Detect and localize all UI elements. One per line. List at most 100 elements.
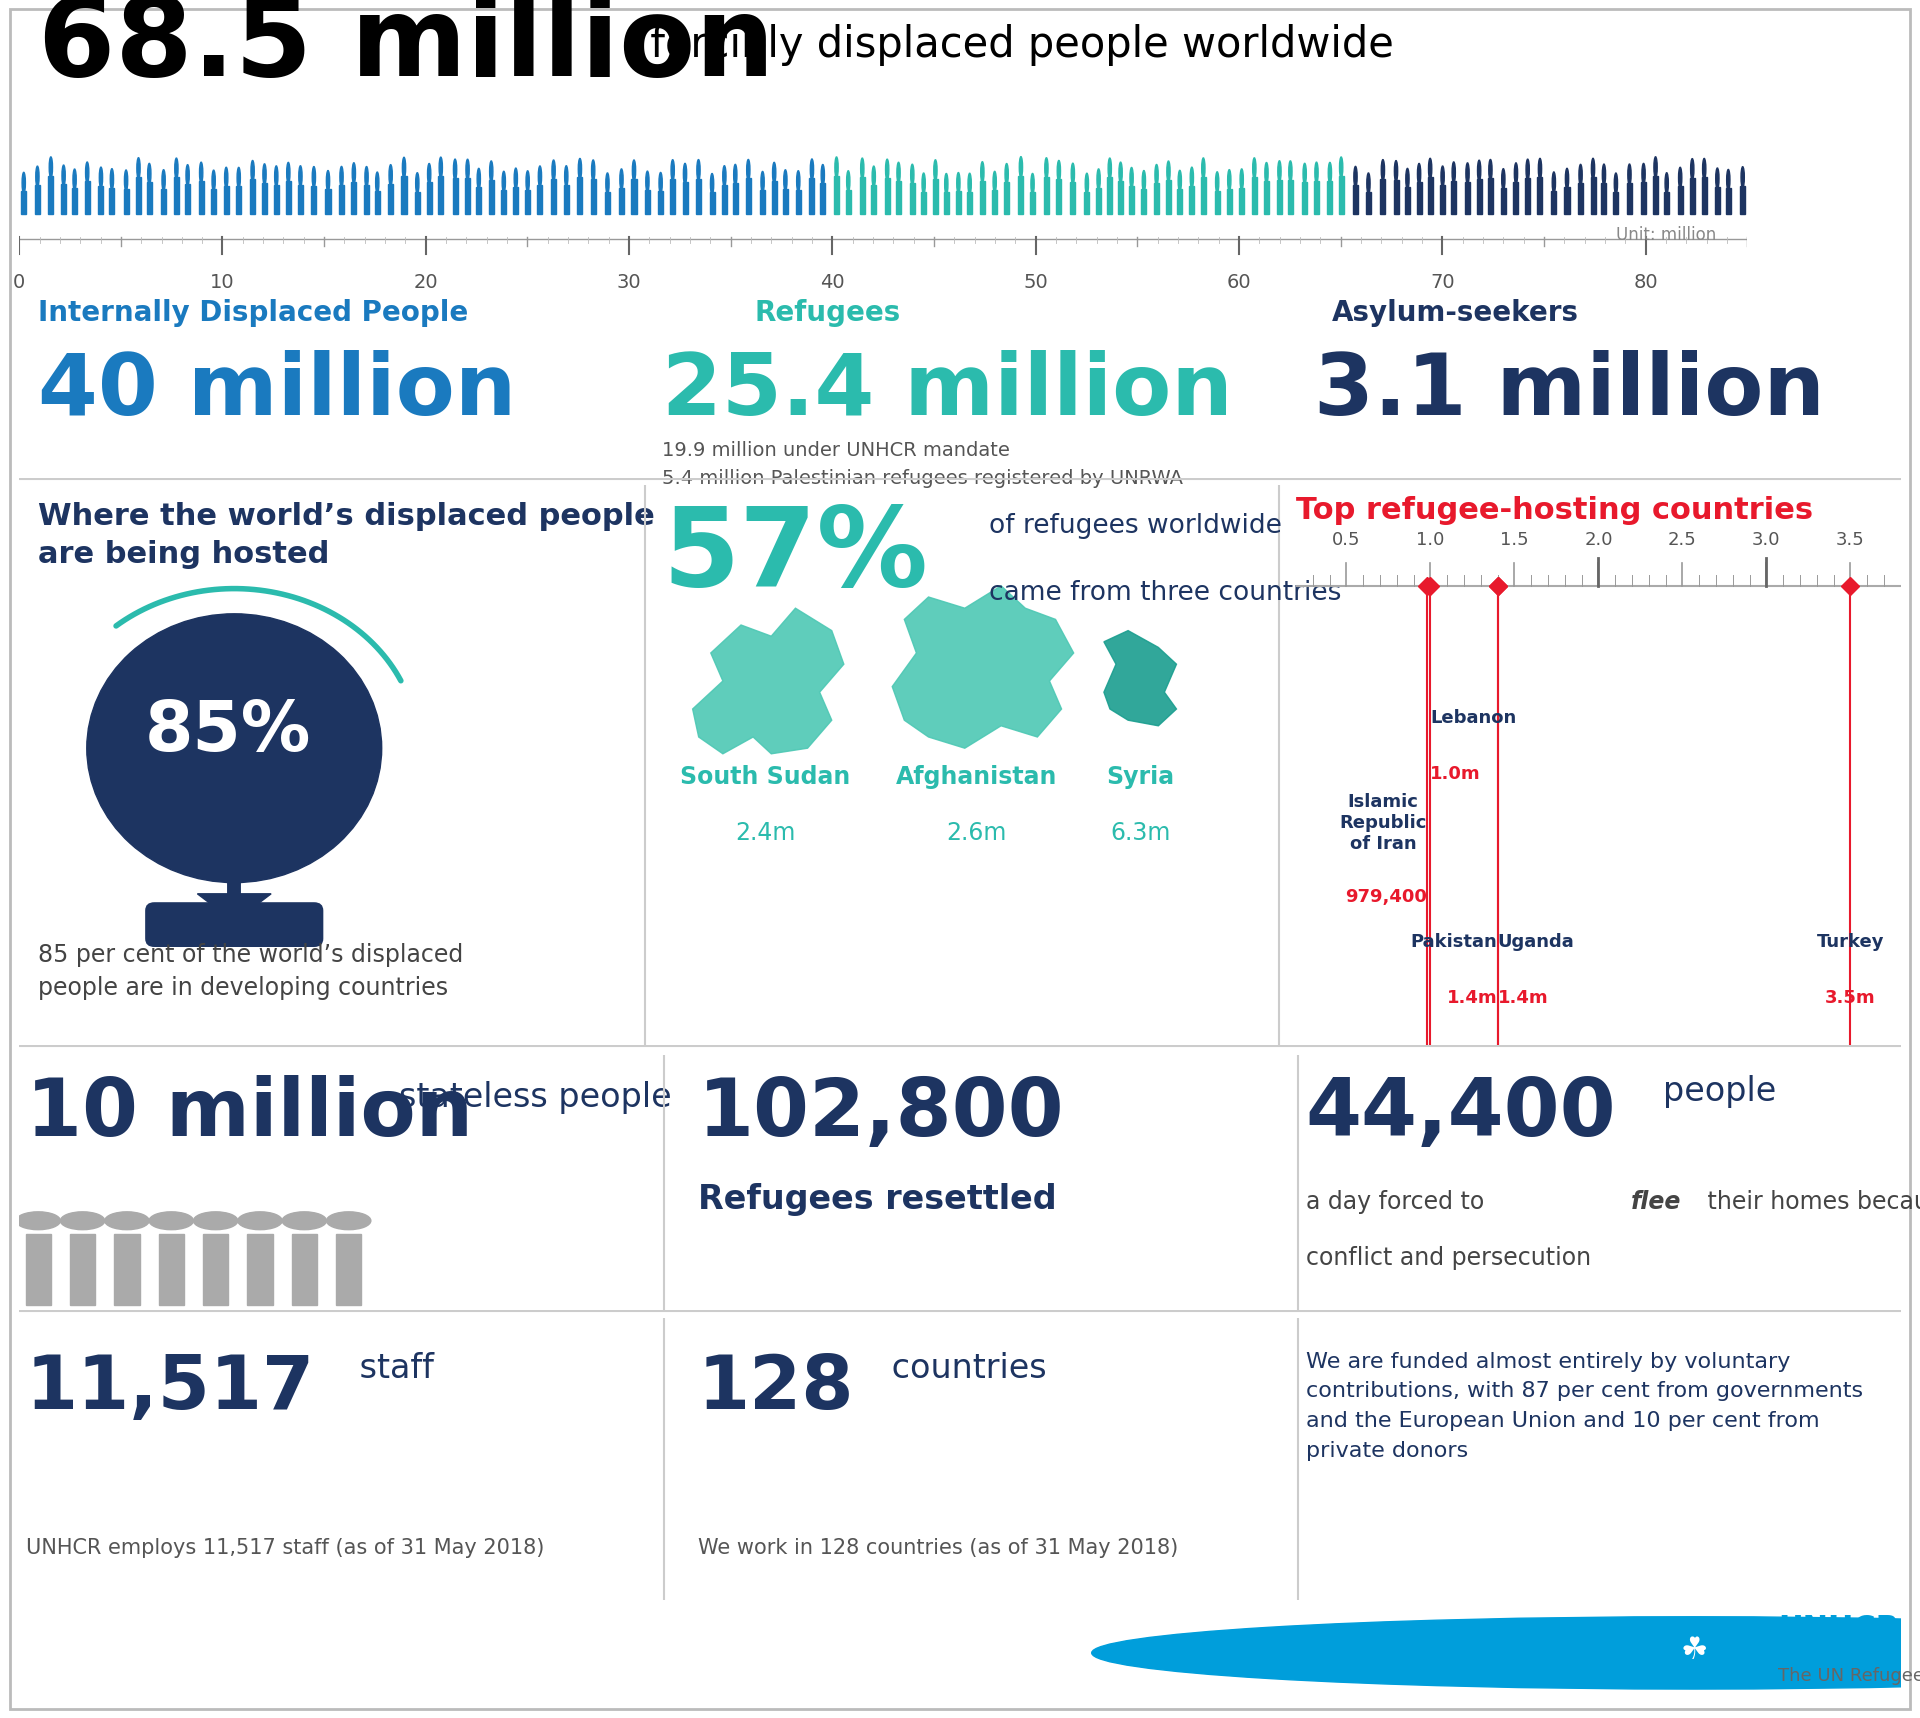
Text: 6.3m: 6.3m: [1110, 821, 1171, 845]
Circle shape: [351, 163, 355, 184]
Circle shape: [835, 156, 839, 179]
Bar: [1096, 187, 1100, 213]
Circle shape: [15, 1211, 60, 1230]
Bar: [1653, 175, 1659, 213]
Circle shape: [286, 163, 290, 184]
Circle shape: [783, 170, 787, 191]
Circle shape: [1465, 163, 1469, 184]
Bar: [465, 179, 470, 213]
Circle shape: [1367, 174, 1371, 194]
Bar: [922, 192, 925, 213]
Bar: [945, 192, 948, 213]
Bar: [670, 179, 676, 213]
Bar: [476, 187, 482, 213]
Circle shape: [1354, 167, 1357, 187]
Circle shape: [252, 160, 253, 182]
Circle shape: [1071, 163, 1075, 184]
Text: countries: countries: [881, 1352, 1046, 1385]
Text: people: people: [1663, 1075, 1776, 1108]
Bar: [48, 175, 54, 213]
Circle shape: [1442, 167, 1444, 187]
Text: 80: 80: [1634, 273, 1657, 292]
Bar: [1165, 180, 1171, 213]
Circle shape: [313, 167, 315, 187]
Text: 20: 20: [413, 273, 438, 292]
Bar: [1678, 186, 1682, 213]
Text: 5.4 million Palestinian refugees registered by UNRWA: 5.4 million Palestinian refugees registe…: [662, 469, 1183, 488]
Bar: [1018, 175, 1023, 213]
Circle shape: [515, 168, 518, 189]
Bar: [1302, 182, 1308, 213]
Circle shape: [106, 1211, 150, 1230]
Bar: [1590, 177, 1596, 213]
Bar: [1405, 187, 1409, 213]
Bar: [1154, 184, 1160, 213]
Text: 57%: 57%: [662, 502, 927, 608]
Bar: [1313, 180, 1319, 213]
Circle shape: [275, 167, 278, 187]
Bar: [820, 184, 826, 213]
Bar: [1501, 187, 1505, 213]
Circle shape: [150, 1211, 194, 1230]
Bar: [632, 179, 637, 213]
Bar: [211, 189, 217, 213]
Circle shape: [194, 1211, 238, 1230]
Bar: [336, 1234, 361, 1306]
Bar: [733, 184, 737, 213]
Text: 40: 40: [820, 273, 845, 292]
Bar: [968, 192, 972, 213]
Bar: [204, 1234, 228, 1306]
Bar: [1701, 177, 1707, 213]
Circle shape: [376, 172, 378, 192]
Circle shape: [1315, 161, 1319, 184]
Circle shape: [564, 165, 568, 187]
Text: their homes because of: their homes because of: [1701, 1191, 1920, 1215]
Text: 2.5: 2.5: [1668, 531, 1697, 550]
Circle shape: [1265, 163, 1267, 184]
Bar: [298, 186, 303, 213]
Bar: [1263, 182, 1269, 213]
Bar: [136, 177, 140, 213]
Circle shape: [1716, 168, 1718, 189]
Circle shape: [326, 170, 330, 192]
Bar: [1513, 182, 1519, 213]
Circle shape: [263, 163, 267, 186]
Bar: [1428, 177, 1432, 213]
Circle shape: [1202, 158, 1206, 179]
Circle shape: [591, 160, 595, 180]
Bar: [490, 180, 493, 213]
Circle shape: [60, 1211, 106, 1230]
Text: 68.5 million: 68.5 million: [38, 0, 776, 98]
Circle shape: [1304, 163, 1306, 184]
Text: 979,400: 979,400: [1346, 888, 1427, 905]
Bar: [1108, 177, 1112, 213]
Polygon shape: [693, 608, 843, 754]
Bar: [250, 179, 255, 213]
Text: 128: 128: [697, 1352, 854, 1424]
Circle shape: [1058, 160, 1060, 182]
Text: 30: 30: [616, 273, 641, 292]
Circle shape: [61, 165, 65, 186]
Bar: [979, 180, 985, 213]
Bar: [1056, 179, 1062, 213]
Bar: [760, 191, 764, 213]
Bar: [1085, 192, 1089, 213]
Bar: [810, 179, 814, 213]
Text: 60: 60: [1227, 273, 1252, 292]
Polygon shape: [1104, 631, 1177, 725]
Circle shape: [36, 167, 38, 187]
Bar: [1252, 177, 1258, 213]
Circle shape: [697, 160, 701, 180]
Circle shape: [1501, 168, 1505, 189]
Circle shape: [1726, 170, 1730, 191]
Circle shape: [109, 168, 113, 189]
Bar: [1613, 192, 1619, 213]
Text: Pakistan: Pakistan: [1411, 933, 1498, 952]
Circle shape: [860, 158, 864, 179]
Circle shape: [956, 172, 960, 194]
Circle shape: [238, 1211, 282, 1230]
Circle shape: [1020, 156, 1023, 177]
Circle shape: [772, 163, 776, 184]
Bar: [326, 189, 330, 213]
Circle shape: [403, 158, 405, 179]
